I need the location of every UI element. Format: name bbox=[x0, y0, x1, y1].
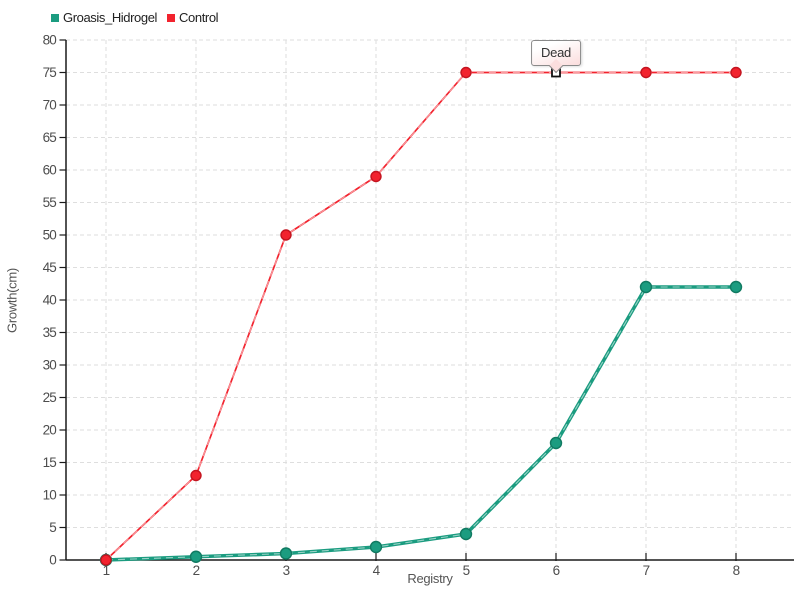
data-point-Groasis_Hidrogel-x8[interactable] bbox=[729, 280, 743, 294]
legend-label-Control: Control bbox=[179, 10, 219, 25]
data-point-Groasis_Hidrogel-x7[interactable] bbox=[639, 280, 653, 294]
series-line-Control bbox=[105, 71, 736, 561]
series-group bbox=[99, 66, 743, 567]
data-point-Groasis_Hidrogel-x6[interactable] bbox=[549, 436, 563, 450]
y-tick-label: 30 bbox=[43, 358, 57, 373]
y-tick-label: 65 bbox=[43, 130, 57, 145]
x-tick-label: 5 bbox=[463, 563, 470, 578]
y-tick-label: 15 bbox=[43, 455, 57, 470]
y-tick-label: 40 bbox=[43, 293, 57, 308]
y-tick-label: 20 bbox=[43, 423, 57, 438]
legend-swatch-Groasis_Hidrogel bbox=[51, 13, 59, 22]
legend-label-Groasis_Hidrogel: Groasis_Hidrogel bbox=[63, 10, 158, 25]
legend-item-Groasis_Hidrogel[interactable]: Groasis_Hidrogel bbox=[51, 10, 157, 25]
y-tick-label: 45 bbox=[43, 260, 57, 275]
x-tick-label: 2 bbox=[193, 563, 200, 578]
y-tick-label: 80 bbox=[43, 33, 57, 48]
data-point-Control-x1[interactable] bbox=[100, 554, 112, 566]
data-point-Groasis_Hidrogel-x2[interactable] bbox=[189, 550, 203, 563]
data-point-Control-x3[interactable] bbox=[280, 229, 292, 241]
data-point-Groasis_Hidrogel-x4[interactable] bbox=[369, 540, 383, 554]
y-tick-label: 75 bbox=[43, 65, 57, 80]
y-tick-label: 60 bbox=[43, 163, 57, 178]
y-tick-label: 5 bbox=[49, 520, 56, 535]
data-point-Groasis_Hidrogel-x3[interactable] bbox=[279, 547, 293, 560]
y-tick-label: 50 bbox=[43, 228, 57, 243]
x-tick-label: 6 bbox=[553, 563, 560, 578]
gridlines-group bbox=[66, 39, 794, 560]
annotation-tooltip-text: Dead bbox=[541, 45, 571, 60]
y-tick-label: 70 bbox=[43, 98, 57, 113]
legend: Groasis_Hidrogel Control bbox=[51, 10, 219, 25]
series-line-shine-Control bbox=[105, 71, 736, 561]
x-tick-label: 8 bbox=[733, 563, 740, 578]
data-point-Control-x5[interactable] bbox=[460, 66, 472, 79]
data-point-Control-x7[interactable] bbox=[640, 66, 652, 79]
y-tick-label: 10 bbox=[43, 488, 57, 503]
data-point-Groasis_Hidrogel-x5[interactable] bbox=[459, 527, 473, 541]
y-tick-label: 25 bbox=[43, 390, 57, 405]
y-tick-label: 35 bbox=[43, 325, 57, 340]
x-axis-title: Registry bbox=[407, 571, 453, 586]
y-axis-title: Growth(cm) bbox=[4, 268, 20, 333]
series-line-Groasis_Hidrogel bbox=[105, 285, 736, 562]
data-point-Control-x4[interactable] bbox=[370, 170, 382, 183]
legend-item-Control[interactable]: Control bbox=[167, 10, 219, 25]
annotation-tooltip: Dead bbox=[531, 40, 581, 73]
legend-swatch-Control bbox=[167, 13, 176, 22]
x-tick-label: 1 bbox=[103, 563, 110, 578]
x-tick-label: 7 bbox=[643, 563, 650, 578]
x-tick-label: 3 bbox=[283, 563, 290, 578]
x-tick-label: 4 bbox=[373, 563, 381, 578]
y-tick-label: 55 bbox=[43, 195, 57, 210]
data-point-Control-x8[interactable] bbox=[730, 66, 742, 79]
series-line-shine-Groasis_Hidrogel bbox=[105, 286, 736, 561]
data-point-Control-x2[interactable] bbox=[190, 469, 202, 482]
y-tick-label: 0 bbox=[49, 553, 56, 568]
